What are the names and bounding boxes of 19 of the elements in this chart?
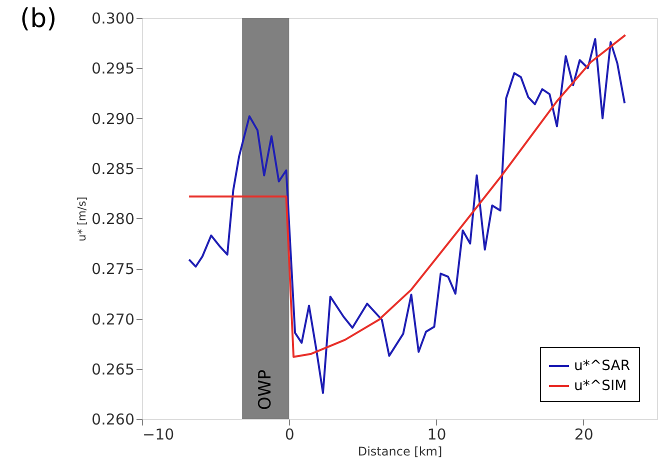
- y-tick-label: 0.280: [92, 210, 134, 228]
- x-tick-label: −10: [142, 426, 174, 444]
- x-tick-label: 20: [574, 426, 594, 444]
- legend-label: u*^SIM: [574, 378, 627, 394]
- y-tick-label: 0.265: [92, 360, 134, 378]
- text: (b): [20, 4, 57, 34]
- x-tick-label: 10: [427, 426, 446, 444]
- y-tick-label: 0.260: [92, 410, 134, 428]
- y-tick-label: 0.295: [92, 60, 134, 78]
- y-axis-title: u* [m/s]: [76, 196, 89, 242]
- x-tick-label: 0: [284, 426, 294, 444]
- legend-label: u*^SAR: [574, 358, 630, 374]
- y-tick-label: 0.285: [92, 160, 134, 178]
- x-axis-title: Distance [km]: [358, 444, 442, 458]
- y-tick-label: 0.275: [92, 260, 134, 278]
- band-label: OWP: [256, 370, 276, 410]
- y-tick-label: 0.270: [92, 310, 134, 328]
- y-tick-label: 0.290: [92, 110, 134, 128]
- y-tick-label: 0.300: [92, 10, 134, 28]
